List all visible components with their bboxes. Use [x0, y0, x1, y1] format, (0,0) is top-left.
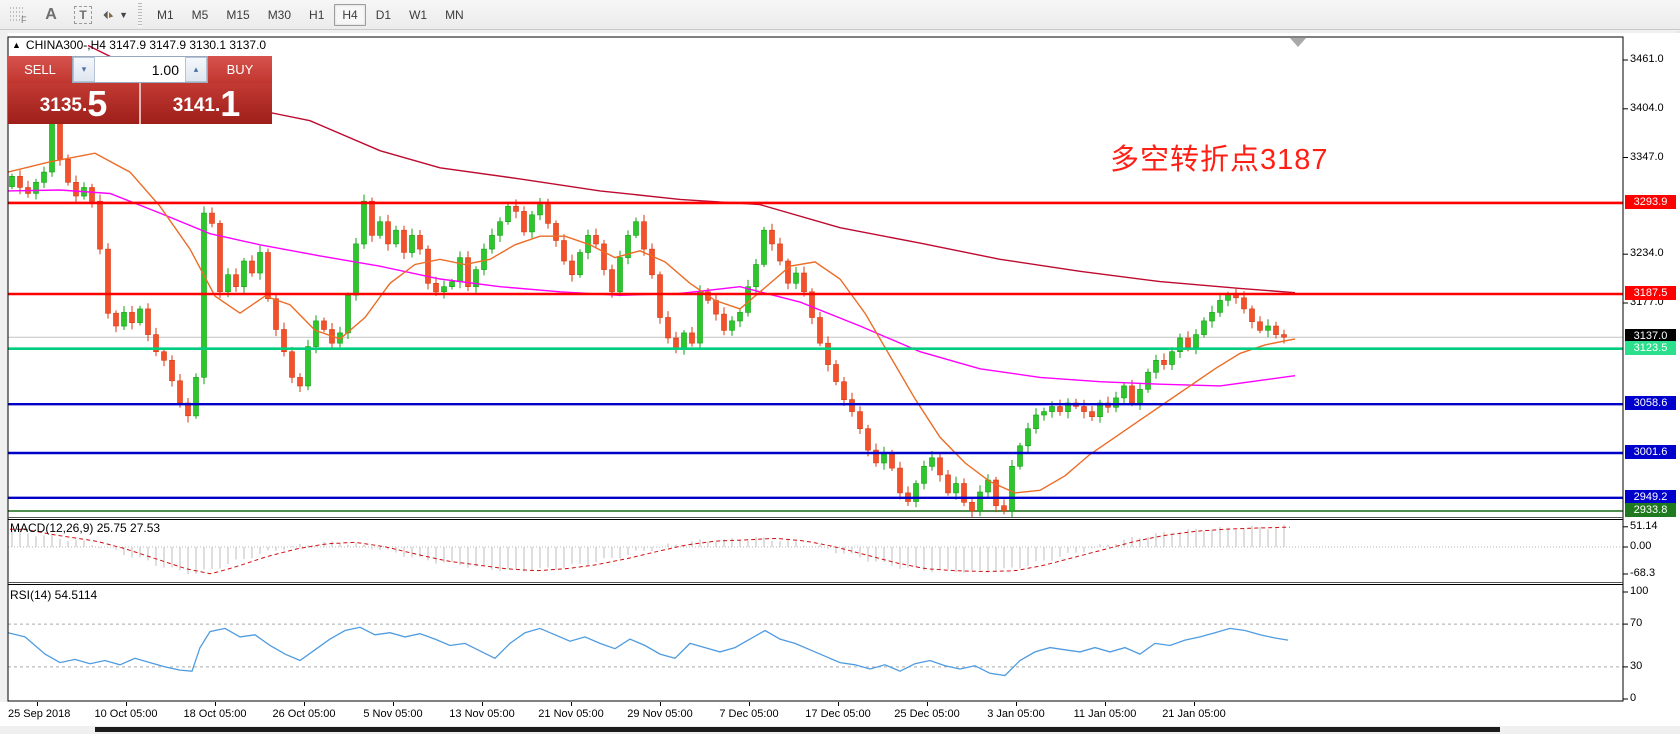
sell-price-dot: .: [81, 95, 88, 116]
one-click-trade-panel: SELL ▾ 1.00 ▴ BUY 3135. 5 3141. 1: [8, 56, 272, 124]
arrange-windows-icon[interactable]: ▼: [102, 3, 128, 27]
label-a-icon[interactable]: A: [45, 5, 57, 23]
price-tick-label: 3347.0: [1630, 150, 1664, 163]
sell-price-big: 5: [87, 83, 108, 124]
time-axis-tick: [1105, 702, 1106, 706]
timeframe-button-m5[interactable]: M5: [191, 7, 209, 22]
macd-scale-label: -68.3: [1630, 567, 1656, 579]
one-click-panel-toggle[interactable]: ▲: [12, 40, 21, 50]
price-level-chip: 2933.8: [1625, 503, 1676, 517]
time-axis-tick: [304, 702, 305, 706]
time-axis-label: 11 Jan 05:00: [1073, 708, 1137, 720]
time-axis-label: 21 Jan 05:00: [1162, 708, 1226, 720]
price-tick-label: 3461.0: [1630, 53, 1664, 65]
toolbar-separator: [138, 2, 142, 27]
rsi-scale-label: 70: [1630, 617, 1643, 630]
macd-scale-label: 51.14: [1630, 519, 1658, 532]
timeframe-button-w1[interactable]: W1: [409, 7, 428, 22]
macd-scale-label: 0.00: [1630, 540, 1652, 552]
time-axis-tick: [927, 702, 928, 706]
timeframe-button-h4[interactable]: H4: [334, 3, 366, 26]
time-axis-tick: [37, 702, 38, 706]
price-level-chip: 3058.6: [1625, 396, 1676, 411]
buy-price-dot: .: [214, 95, 221, 116]
price-level-chip: 3123.5: [1625, 340, 1676, 355]
time-axis-label: 17 Dec 05:00: [805, 708, 871, 720]
rsi-scale-label: 100: [1630, 585, 1649, 597]
volume-input[interactable]: 1.00: [151, 61, 179, 78]
buy-price-tile[interactable]: 3141. 1: [139, 83, 272, 124]
chart-title: ▲ CHINA300-,H4 3147.9 3147.9 3130.1 3137…: [12, 38, 266, 52]
chart-shift-marker-icon[interactable]: [1290, 38, 1306, 47]
time-axis-tick: [660, 702, 661, 706]
price-level-chip: 3137.0: [1625, 329, 1676, 344]
price-level-chip: 3001.6: [1625, 444, 1676, 459]
time-axis-label: 26 Oct 05:00: [272, 708, 336, 720]
time-axis-label: 13 Nov 05:00: [449, 708, 515, 720]
rsi-label: RSI(14) 54.5114: [10, 588, 98, 602]
volume-decrease-button[interactable]: ▾: [73, 57, 95, 82]
time-axis-tick: [838, 702, 839, 706]
time-axis-label: 25 Dec 05:00: [894, 708, 960, 720]
text-box-icon[interactable]: T: [70, 3, 96, 27]
time-axis-label: 10 Oct 05:00: [94, 708, 158, 720]
timeframe-buttons: M1 M5 M15 M30 H1 H4 D1 W1 MN: [148, 3, 473, 26]
price-tick-label: 3234.0: [1630, 247, 1664, 260]
time-axis-label: 7 Dec 05:00: [719, 708, 779, 720]
price-level-chip: 3293.9: [1625, 194, 1676, 209]
time-axis-label: 25 Sep 2018: [8, 708, 71, 720]
timeframe-button-mn[interactable]: MN: [445, 7, 464, 22]
sell-price-main: 3135: [39, 95, 82, 116]
time-axis-tick: [482, 702, 483, 706]
rsi-scale-label: 0: [1630, 692, 1637, 704]
chart-window[interactable]: ▲ CHINA300-,H4 3147.9 3147.9 3130.1 3137…: [7, 33, 1680, 726]
timeframe-button-m30[interactable]: M30: [267, 7, 292, 22]
time-axis-label: 3 Jan 05:00: [987, 708, 1045, 720]
buy-button[interactable]: BUY: [226, 62, 254, 77]
time-axis-tick: [1194, 702, 1195, 706]
time-axis-label: 21 Nov 05:00: [538, 708, 604, 720]
time-axis-label: 5 Nov 05:00: [363, 708, 423, 720]
sell-price-tile[interactable]: 3135. 5: [8, 83, 139, 124]
time-axis-tick: [1016, 702, 1017, 706]
buy-price-main: 3141: [172, 95, 215, 116]
price-level-chip: 3187.5: [1625, 285, 1676, 300]
left-edge: [0, 31, 8, 734]
svg-text:F: F: [21, 15, 27, 24]
time-axis-label: 18 Oct 05:00: [183, 708, 247, 720]
time-axis-tick: [749, 702, 750, 706]
macd-label: MACD(12,26,9) 25.75 27.53: [10, 521, 161, 535]
chart-grid-icon[interactable]: F: [6, 3, 32, 27]
horizontal-scrollbar[interactable]: [0, 726, 1680, 734]
timeframe-button-h1[interactable]: H1: [309, 7, 325, 22]
price-level-chip: 2949.2: [1625, 489, 1676, 504]
time-axis-tick: [393, 702, 394, 706]
volume-increase-button[interactable]: ▴: [185, 57, 207, 82]
time-axis-tick: [126, 702, 127, 706]
time-axis-label: 29 Nov 05:00: [627, 708, 693, 720]
timeframe-button-d1[interactable]: D1: [375, 7, 392, 22]
rsi-scale-label: 30: [1630, 659, 1643, 672]
chevron-down-icon[interactable]: ▼: [119, 9, 128, 20]
chart-annotation-text[interactable]: 多空转折点3187: [1110, 144, 1329, 176]
buy-price-big: 1: [220, 83, 241, 124]
toolbar: F A T ▼ M1 M5 M15 M30 H1 H4 D1 W1 MN: [0, 0, 1680, 30]
scrollbar-thumb[interactable]: [95, 727, 1500, 732]
time-axis-tick: [571, 702, 572, 706]
time-axis: 25 Sep 2018 10 Oct 05:00 18 Oct 05:00 26 Oc…: [0, 702, 1680, 726]
chart-title-text: CHINA300-,H4 3147.9 3147.9 3130.1 3137.0: [25, 38, 267, 52]
sell-button[interactable]: SELL: [24, 62, 56, 77]
time-axis-tick: [215, 702, 216, 706]
price-tick-label: 3404.0: [1630, 101, 1664, 114]
timeframe-button-m1[interactable]: M1: [157, 7, 174, 22]
timeframe-button-m15[interactable]: M15: [226, 7, 250, 22]
